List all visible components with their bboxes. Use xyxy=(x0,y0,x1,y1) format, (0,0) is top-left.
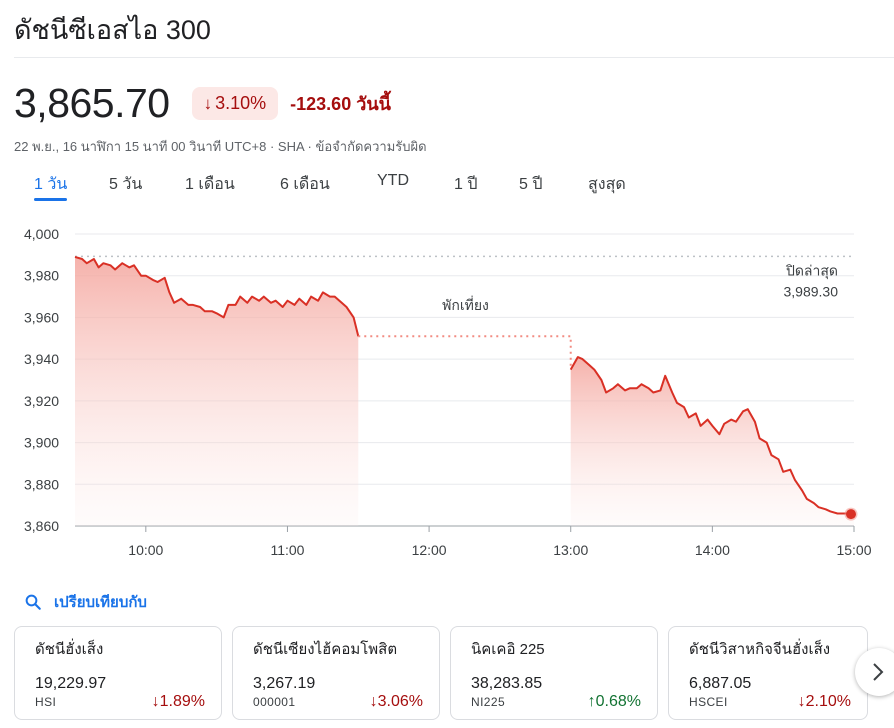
tab-1-day[interactable]: 1 วัน xyxy=(34,172,68,201)
compare-label: เปรียบเทียบกับ xyxy=(54,594,147,611)
index-change-value: 3.06% xyxy=(377,693,423,710)
y-tick-label: 3,960 xyxy=(24,309,59,325)
search-icon xyxy=(25,594,41,610)
tab-ytd[interactable]: YTD xyxy=(377,172,409,189)
index-value: 6,887.05 xyxy=(689,675,752,692)
chart-annotations: พักเที่ยง xyxy=(442,296,858,521)
lunch-break-label: พักเที่ยง xyxy=(442,296,489,313)
arrow-down-icon: ↓ xyxy=(151,693,160,710)
absolute-change: -123.60 วันนี้ xyxy=(290,94,391,114)
arrow-up-icon: ↑ xyxy=(587,693,596,710)
next-cards-button[interactable] xyxy=(855,648,894,696)
index-change: ↓1.89% xyxy=(152,693,205,711)
arrow-down-icon: ↓ xyxy=(203,93,213,113)
arrow-down-icon: ↓ xyxy=(369,693,378,710)
index-symbol: HSI xyxy=(35,695,57,709)
index-card[interactable]: ดัชนีวิสาหกิจจีนฮั่งเส็ง 6,887.05 HSCEI … xyxy=(668,626,868,720)
last-price-dot xyxy=(846,509,856,520)
tab-1-month[interactable]: 1 เดือน xyxy=(185,176,235,193)
index-value: 38,283.85 xyxy=(471,675,543,692)
tab-5-years[interactable]: 5 ปี xyxy=(519,176,543,193)
x-tick-label: 15:00 xyxy=(836,542,871,558)
chart-lines xyxy=(74,255,855,516)
y-axis-labels: 4,000 3,980 3,960 3,940 3,920 3,900 3,880 3,860 xyxy=(24,226,59,534)
index-change-value: 1.89% xyxy=(159,693,205,710)
x-axis: 10:00 11:00 12:00 13:00 14:00 15:00 xyxy=(75,525,872,558)
percent-change-badge: ↓ 3.10% xyxy=(191,87,279,120)
index-card[interactable]: ดัชนีฮั่งเส็ง 19,229.97 HSI ↓1.89% xyxy=(14,626,222,720)
index-change: ↓3.06% xyxy=(370,693,423,711)
index-symbol: HSCEI xyxy=(689,695,728,709)
price-chart[interactable]: 4,000 3,980 3,960 3,940 3,920 3,900 3,880 3,860… xyxy=(0,218,894,568)
x-tick-label: 12:00 xyxy=(412,542,447,558)
index-name: ดัชนีฮั่งเส็ง xyxy=(35,641,104,658)
y-tick-label: 3,880 xyxy=(24,476,59,492)
x-tick-label: 13:00 xyxy=(553,542,588,558)
index-change: ↓2.10% xyxy=(798,693,851,711)
tab-max[interactable]: สูงสุด xyxy=(588,176,626,193)
index-symbol: NI225 xyxy=(471,695,506,709)
index-value: 3,267.19 xyxy=(253,675,316,692)
previous-close-value: 3,989.30 xyxy=(784,283,839,299)
index-name: นิคเคอิ 225 xyxy=(471,641,545,658)
index-name: ดัชนีเซียงไฮ้คอมโพสิต xyxy=(253,641,398,658)
y-tick-label: 3,940 xyxy=(24,351,59,367)
page-title: ดัชนีซีเอสไอ 300 xyxy=(14,15,211,45)
series-area xyxy=(570,357,854,526)
lunch-break-connector xyxy=(358,335,572,370)
index-change-value: 2.10% xyxy=(805,693,851,710)
quote-summary: 3,865.70 ↓ 3.10% -123.60 วันนี้ xyxy=(14,80,391,127)
series-line xyxy=(569,356,855,516)
index-name: ดัชนีวิสาหกิจจีนฮั่งเส็ง xyxy=(689,641,831,658)
quote-timestamp: 22 พ.ย., 16 นาฬิกา 15 นาที 00 วินาที UTC… xyxy=(14,139,427,154)
y-tick-label: 4,000 xyxy=(24,226,59,242)
chart-areas xyxy=(75,256,854,526)
x-tick-label: 10:00 xyxy=(128,542,163,558)
y-tick-label: 3,980 xyxy=(24,268,59,284)
index-value: 19,229.97 xyxy=(35,675,107,692)
index-card[interactable]: นิคเคอิ 225 38,283.85 NI225 ↑0.68% xyxy=(450,626,658,720)
x-tick-label: 14:00 xyxy=(695,542,730,558)
previous-close-label: ปิดล่าสุด xyxy=(785,262,838,279)
compare-button[interactable]: เปรียบเทียบกับ xyxy=(24,590,147,614)
percent-change-value: 3.10% xyxy=(215,93,267,113)
y-tick-label: 3,920 xyxy=(24,393,59,409)
index-change: ↑0.68% xyxy=(588,693,641,711)
x-tick-label: 11:00 xyxy=(270,542,304,558)
previous-close-group: ปิดล่าสุด 3,989.30 xyxy=(75,255,854,299)
tab-5-days[interactable]: 5 วัน xyxy=(109,176,143,193)
tab-6-months[interactable]: 6 เดือน xyxy=(280,176,330,193)
index-card[interactable]: ดัชนีเซียงไฮ้คอมโพสิต 3,267.19 000001 ↓3… xyxy=(232,626,440,720)
y-tick-label: 3,860 xyxy=(24,518,59,534)
tab-1-year[interactable]: 1 ปี xyxy=(454,176,478,193)
chevron-right-icon xyxy=(873,663,884,681)
divider xyxy=(14,57,894,58)
current-price: 3,865.70 xyxy=(14,80,170,126)
series-line xyxy=(74,255,360,337)
series-area xyxy=(75,256,359,526)
index-symbol: 000001 xyxy=(253,695,296,709)
index-change-value: 0.68% xyxy=(595,693,641,710)
arrow-down-icon: ↓ xyxy=(797,693,806,710)
y-tick-label: 3,900 xyxy=(24,435,59,451)
